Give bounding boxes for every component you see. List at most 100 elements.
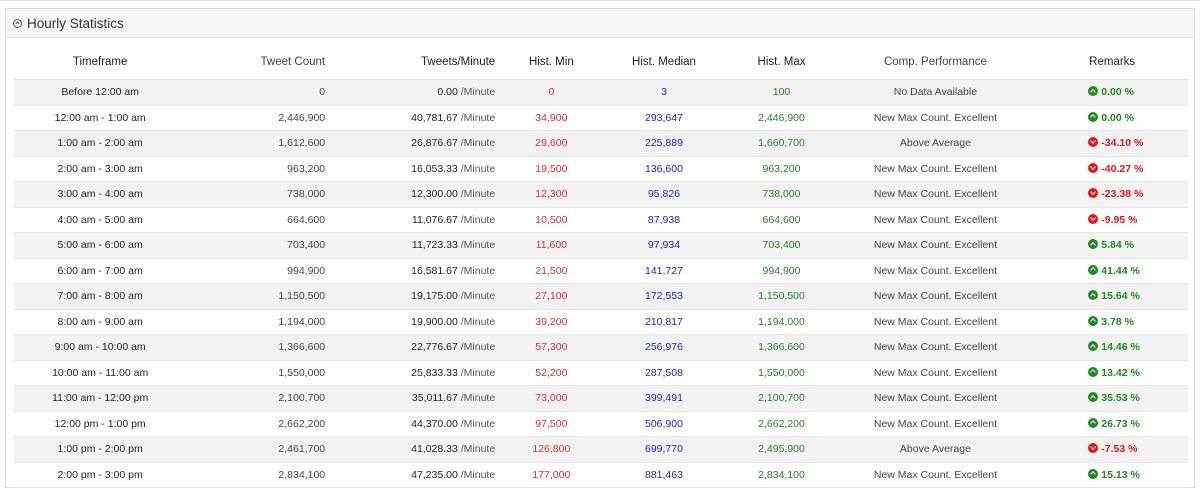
cell-comp-performance: Above Average [834,130,1037,157]
tpm-value: 16,053.33 [411,162,458,175]
cell-hist-median: 97,934 [599,232,729,259]
cell-tweets-per-minute: 44,370.00 /Minute [333,411,504,437]
arrow-up-circle-icon [1088,315,1099,326]
col-header-comp-performance: Comp. Performance [834,44,1037,80]
remark-value: 0.00 % [1101,86,1134,99]
cell-comp-performance: New Max Count. Excellent [834,283,1037,310]
cell-remarks: 0.00 % [1036,105,1188,131]
remark-value: 13.42 % [1101,366,1140,379]
table-body: Before 12:00 am 0 0.00 /Minute 0 3 100 No Data… [14,79,1188,488]
cell-tweet-count: 738,000 [186,181,334,208]
panel-heading[interactable]: Hourly Statistics [6,9,1194,38]
table-row: 12:00 pm - 1:00 pm 2,662,200 44,370.00 /Mi… [14,411,1188,437]
chevron-up-circle-icon[interactable] [13,18,22,28]
cell-tweet-count: 2,100,700 [186,385,334,412]
arrow-up-circle-icon [1088,239,1099,250]
tpm-unit: /Minute [460,213,496,226]
table-row: Before 12:00 am 0 0.00 /Minute 0 3 100 No Data… [14,79,1188,106]
cell-timeframe: 9:00 am - 10:00 am [14,334,187,361]
cell-comp-performance: New Max Count. Excellent [834,181,1037,208]
cell-timeframe: 8:00 am - 9:00 am [14,309,187,335]
cell-tweet-count: 963,200 [186,156,334,182]
cell-hist-max: 1,660,700 [728,130,835,157]
tpm-unit: /Minute [460,417,496,430]
table-row: 1:00 am - 2:00 am 1,612,600 26,876.67 /Min… [14,130,1188,157]
cell-hist-median: 287,508 [599,360,729,386]
cell-hist-min: 12,300 [503,181,600,208]
arrow-up-circle-icon [1088,111,1099,122]
cell-hist-median: 399,491 [599,385,729,412]
table-row: 6:00 am - 7:00 am 994,900 16,581.67 /Minut… [14,258,1188,284]
table-row: 2:00 am - 3:00 am 963,200 16,053.33 /Minut… [14,156,1188,182]
cell-hist-min: 11,600 [503,232,600,259]
cell-timeframe: Before 12:00 am [14,79,187,106]
cell-remarks: 14.46 % [1036,334,1188,361]
hourly-statistics-panel: Hourly Statistics Timeframe Tweet Count … [5,8,1195,488]
cell-remarks: -9.95 % [1036,207,1188,233]
arrow-down-circle-icon [1088,443,1099,454]
tpm-value: 19,900.00 [411,315,458,328]
remark-value: 15.64 % [1101,290,1140,303]
table-row: 8:00 am - 9:00 am 1,194,000 19,900.00 /Min… [14,309,1188,335]
cell-hist-max: 1,366,600 [728,334,835,361]
cell-tweet-count: 703,400 [186,232,334,259]
cell-remarks: 35.53 % [1036,385,1188,412]
tpm-value: 25,833.33 [411,366,458,379]
cell-tweet-count: 2,446,900 [186,105,334,131]
cell-hist-min: 57,300 [503,334,600,361]
cell-hist-max: 738,000 [728,181,835,208]
cell-tweets-per-minute: 47,235.00 /Minute [333,462,504,488]
cell-comp-performance: New Max Count. Excellent [834,385,1037,412]
remark-value: -7.53 % [1101,443,1138,456]
cell-hist-min: 97,500 [503,411,600,437]
cell-hist-median: 881,463 [599,462,729,488]
cell-tweet-count: 994,900 [186,258,334,284]
col-header-tweet-count: Tweet Count [186,44,334,80]
cell-tweet-count: 2,662,200 [186,411,334,437]
cell-hist-max: 2,834,100 [728,462,835,488]
tpm-unit: /Minute [460,264,496,277]
arrow-up-circle-icon [1088,290,1099,301]
arrow-down-circle-icon [1088,162,1099,173]
arrow-up-circle-icon [1088,417,1099,428]
cell-comp-performance: New Max Count. Excellent [834,156,1037,182]
arrow-up-circle-icon [1088,264,1099,275]
tpm-value: 22,776.67 [411,341,458,354]
tpm-unit: /Minute [460,86,496,99]
cell-tweet-count: 2,461,700 [186,436,334,463]
cell-timeframe: 3:00 am - 4:00 am [14,181,187,208]
remark-value: -23.38 % [1101,188,1144,201]
cell-tweets-per-minute: 12,300.00 /Minute [333,181,504,208]
cell-comp-performance: New Max Count. Excellent [834,105,1037,131]
tpm-value: 40,781.67 [411,111,458,124]
tpm-unit: /Minute [460,111,496,124]
arrow-down-circle-icon [1088,188,1099,199]
tpm-value: 16,581.67 [411,264,458,277]
cell-hist-median: 141,727 [599,258,729,284]
table-row: 3:00 am - 4:00 am 738,000 12,300.00 /Minut… [14,181,1188,208]
cell-remarks: 15.13 % [1036,462,1188,488]
cell-hist-max: 100 [728,79,835,106]
remark-value: 26.73 % [1101,417,1140,430]
cell-tweet-count: 1,150,500 [186,283,334,310]
cell-timeframe: 12:00 am - 1:00 am [14,105,187,131]
table-row: 5:00 am - 6:00 am 703,400 11,723.33 /Minut… [14,232,1188,259]
cell-hist-min: 39,200 [503,309,600,335]
cell-hist-min: 126,800 [503,436,600,463]
cell-tweet-count: 664,600 [186,207,334,233]
remark-value: 5.84 % [1101,239,1134,252]
cell-hist-median: 95,826 [599,181,729,208]
cell-remarks: 15.64 % [1036,283,1188,310]
cell-hist-max: 664,600 [728,207,835,233]
cell-hist-max: 1,194,000 [728,309,835,335]
cell-hist-max: 2,446,900 [728,105,835,131]
table-row: 1:00 pm - 2:00 pm 2,461,700 41,028.33 /Min… [14,436,1188,463]
table-row: 4:00 am - 5:00 am 664,600 11,076.67 /Minut… [14,207,1188,233]
panel-title: Hourly Statistics [27,15,124,31]
cell-hist-min: 52,200 [503,360,600,386]
col-header-hist-median: Hist. Median [599,44,729,80]
tpm-unit: /Minute [460,290,496,303]
tpm-unit: /Minute [460,239,496,252]
cell-hist-median: 3 [599,79,729,106]
table-row: 2:00 pm - 3:00 pm 2,834,100 47,235.00 /Min… [14,462,1188,488]
